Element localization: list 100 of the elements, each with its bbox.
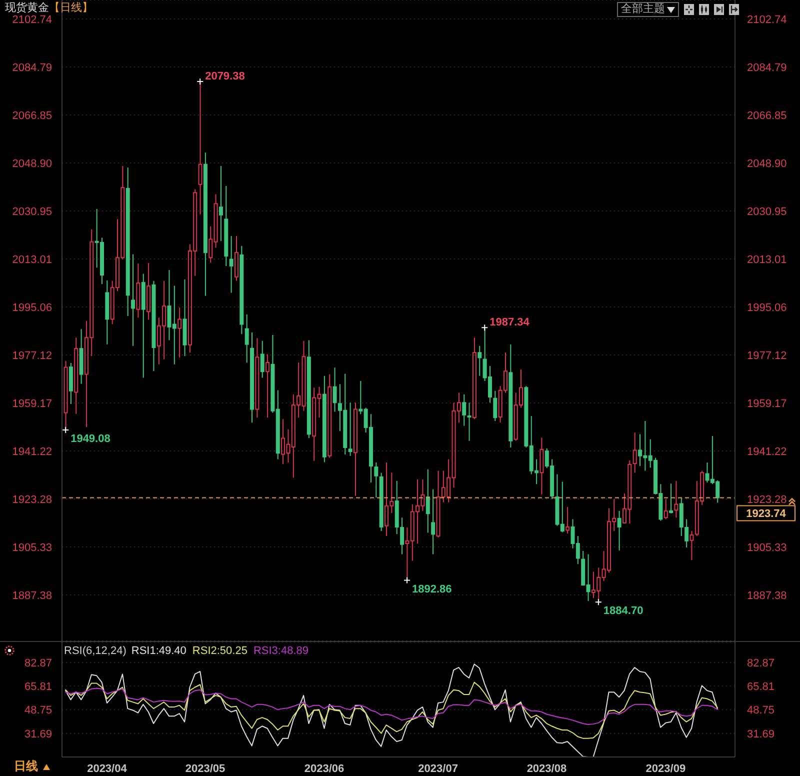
candlestick xyxy=(126,167,130,316)
candlestick xyxy=(218,165,223,242)
line-series xyxy=(65,664,718,757)
candlestick xyxy=(540,437,544,495)
candlestick xyxy=(68,362,73,404)
candlestick xyxy=(234,236,238,282)
candlestick xyxy=(508,344,513,448)
y-tick-label: 65.81 xyxy=(24,681,52,694)
annotation: 1892.86 xyxy=(412,583,452,596)
chart-title: 现货黄金 xyxy=(5,2,49,14)
chart-subtitle: 【日线】 xyxy=(49,2,93,14)
candlestick xyxy=(332,367,337,412)
y-tick-label: 31.69 xyxy=(24,728,52,740)
y-tick-label: 1995.06 xyxy=(12,302,52,314)
candlestick xyxy=(566,506,570,534)
text: RSI2:50.25 xyxy=(192,645,248,657)
y2-tick-label: 2048.90 xyxy=(747,158,787,170)
y2-tick-label: 2030.95 xyxy=(747,206,787,218)
y2-tick-label: 48.75 xyxy=(747,704,775,717)
candlestick xyxy=(244,314,249,364)
annotation: 2079.38 xyxy=(205,70,245,83)
y2-tick-label: 2013.01 xyxy=(747,254,787,266)
candlestick xyxy=(250,332,254,424)
candlestick xyxy=(664,498,668,520)
y2-tick-label: 2084.79 xyxy=(747,62,787,74)
text: 日线 xyxy=(14,758,38,775)
candlestick xyxy=(260,340,264,378)
candlestick xyxy=(136,263,140,318)
candlestick xyxy=(224,186,228,266)
line-series xyxy=(65,682,718,739)
x-tick-label: 2023/08 xyxy=(526,762,567,775)
legend-label: 1923.74 xyxy=(746,508,787,520)
candlestick xyxy=(178,307,182,358)
y-tick-label: 1887.38 xyxy=(12,590,52,602)
annotation: 全部主题 xyxy=(621,3,665,16)
y2-tick-label: 1995.06 xyxy=(747,302,787,314)
y-tick-label: 2084.79 xyxy=(12,62,52,74)
y2-tick-label: 2102.74 xyxy=(747,14,787,26)
y-tick-label: 2030.95 xyxy=(12,206,52,218)
y-tick-label: 1923.28 xyxy=(12,494,52,506)
candlestick xyxy=(141,273,146,378)
y2-tick-label: 1905.33 xyxy=(747,542,787,554)
candlestick xyxy=(431,488,436,555)
y2-tick-label: 1923.28 xyxy=(747,494,787,506)
y2-tick-label: 65.81 xyxy=(747,681,775,694)
line-series xyxy=(65,688,718,725)
candlestick xyxy=(79,328,84,384)
y2-tick-label: 2066.85 xyxy=(747,110,787,122)
x-tick-label: 2023/05 xyxy=(185,762,226,775)
candlestick xyxy=(182,278,187,357)
y-tick-label: 1941.22 xyxy=(12,446,52,458)
candlestick xyxy=(348,402,352,456)
candlestick xyxy=(674,480,678,518)
candlestick xyxy=(255,338,260,418)
candlestick xyxy=(353,402,358,496)
candlestick xyxy=(306,340,311,439)
candlestick xyxy=(493,390,498,422)
annotation: 1949.08 xyxy=(70,432,110,445)
candlestick xyxy=(478,345,482,376)
x-tick-label: 2023/06 xyxy=(304,762,344,775)
candlestick xyxy=(105,280,110,345)
candlestick xyxy=(266,354,270,418)
candlestick xyxy=(467,402,472,442)
text: RSI3:48.89 xyxy=(253,645,309,657)
annotation: 1987.34 xyxy=(490,316,530,329)
y-tick-label: 2013.01 xyxy=(12,254,52,266)
series-label: RSI1:49.40 xyxy=(131,645,186,657)
candlestick xyxy=(632,432,637,474)
candlestick xyxy=(669,483,674,514)
candlestick xyxy=(74,337,78,414)
candlestick xyxy=(690,530,694,561)
x-tick-label: 2023/04 xyxy=(87,762,128,775)
candlestick xyxy=(152,280,156,372)
y-tick-label: 48.75 xyxy=(24,704,52,717)
candlestick xyxy=(426,468,430,534)
x-tick-label: 2023/07 xyxy=(418,762,458,775)
y2-tick-label: 31.69 xyxy=(747,728,775,740)
candlestick xyxy=(131,254,136,346)
candlestick xyxy=(374,462,378,498)
candlestick xyxy=(462,394,466,426)
chart-title: RSI(6,12,24) xyxy=(64,645,126,657)
y-tick-label: 2066.85 xyxy=(12,110,52,122)
annotation: 1884.70 xyxy=(603,605,644,618)
y2-tick-label: 1887.38 xyxy=(747,590,787,602)
y2-tick-label: 82.87 xyxy=(747,657,775,670)
candlestick xyxy=(203,152,208,296)
y-tick-label: 1959.17 xyxy=(12,398,52,410)
y-tick-label: 2048.90 xyxy=(12,158,52,170)
candlestick xyxy=(229,236,234,294)
y-tick-label: 2102.74 xyxy=(12,14,52,26)
candlestick xyxy=(240,245,244,335)
candlestick xyxy=(617,510,622,551)
y2-tick-label: 1941.22 xyxy=(747,446,787,458)
y-tick-label: 82.87 xyxy=(24,657,52,670)
candlestick xyxy=(472,337,476,420)
y2-tick-label: 1959.17 xyxy=(747,398,787,410)
candlestick xyxy=(322,375,326,463)
candlestick xyxy=(328,374,332,458)
y-tick-label: 1905.33 xyxy=(12,542,52,554)
x-tick-label: 2023/09 xyxy=(646,762,686,775)
